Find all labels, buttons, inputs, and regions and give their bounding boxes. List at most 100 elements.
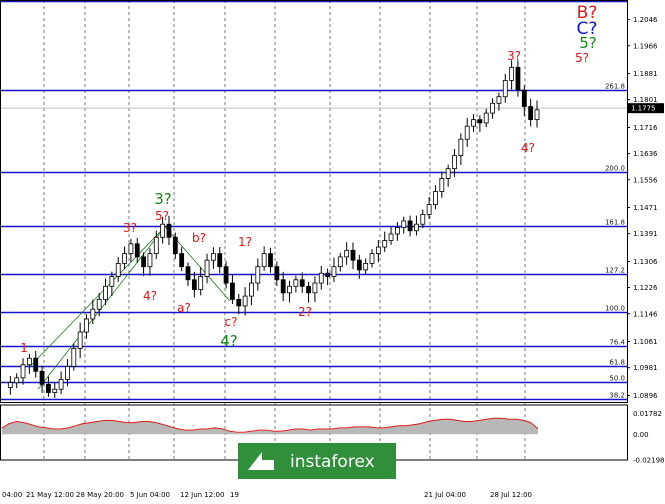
candle-body-40 <box>255 266 261 284</box>
candle-body-26 <box>166 223 172 238</box>
candle-body-1 <box>7 382 13 389</box>
candle-body-84 <box>534 109 540 121</box>
price-tick-12: 1.1061 <box>633 338 658 346</box>
fib-label-4: 127.2 <box>605 267 625 275</box>
candle-body-80 <box>509 66 515 81</box>
candle-body-18 <box>115 263 121 277</box>
osc-tick-1: 0.00 <box>633 431 649 439</box>
candle-body-82 <box>521 89 527 107</box>
wave-label-red-8: 2? <box>298 305 312 319</box>
wave-label-red-3: b? <box>192 231 206 245</box>
price-tick-6: 1.1556 <box>633 176 658 184</box>
candle-body-45 <box>287 285 292 294</box>
candle-body-50 <box>318 272 324 284</box>
candle-body-30 <box>191 279 197 290</box>
time-axis: 04:00 21 May 12:00 28 May 20:00 5 Jun 04:00… <box>2 491 532 499</box>
candle-body-60 <box>382 240 388 248</box>
candle-body-9 <box>58 379 64 390</box>
time-tick-0: 04:00 <box>2 491 22 499</box>
time-tick-5: 19 <box>230 491 239 499</box>
oscillator-signal-line <box>1 417 539 433</box>
candle-body-2 <box>14 377 20 384</box>
oscillator-histogram <box>2 417 538 435</box>
candle-body-7 <box>46 383 51 393</box>
candle-body-63 <box>401 220 407 228</box>
candle-body-76 <box>483 112 489 124</box>
candle-body-41 <box>261 253 267 268</box>
wave-label-red-0: 1 <box>20 341 28 355</box>
current-price-box <box>628 103 664 114</box>
fib-label-5: 100.0 <box>605 305 625 313</box>
wave-label-red-2: 5? <box>155 209 169 223</box>
time-tick-2: 28 May 20:00 <box>76 491 124 499</box>
candle-body-31 <box>198 276 204 290</box>
candle-body-20 <box>128 243 134 255</box>
candle-body-14 <box>90 308 96 320</box>
candle-body-77 <box>490 102 495 114</box>
osc-tick-0: 0.01782 <box>633 410 662 418</box>
candle-body-36 <box>230 282 235 300</box>
candle-body-17 <box>109 276 115 287</box>
candle-body-42 <box>268 253 273 268</box>
candle-body-22 <box>141 256 146 268</box>
candle-body-39 <box>249 282 254 297</box>
price-pane-frame <box>0 0 628 403</box>
wave-label-green-1: 4? <box>220 332 238 350</box>
wave-label-red-4: 4? <box>143 289 157 303</box>
wave-label-red-9: 3? <box>507 49 521 63</box>
candle-body-75 <box>477 119 483 124</box>
candle-body-49 <box>312 282 318 294</box>
vertical-grid <box>43 0 526 460</box>
candle-body-72 <box>458 138 464 156</box>
candle-body-27 <box>172 236 178 255</box>
candle-body-64 <box>407 220 413 232</box>
candle-body-46 <box>293 279 299 287</box>
price-tick-0: 1.2046 <box>633 16 658 24</box>
candle-body-55 <box>350 249 356 261</box>
price-tick-4: 1.1716 <box>633 124 658 132</box>
price-tick-14: 1.0896 <box>633 392 658 400</box>
wave-label-red-11: 5? <box>575 51 589 65</box>
candle-body-13 <box>84 318 89 333</box>
candle-body-11 <box>71 347 77 367</box>
candle-body-23 <box>147 253 153 268</box>
fib-label-1: 261.8 <box>605 83 625 91</box>
candle-body-10 <box>65 365 70 380</box>
candle-body-35 <box>223 266 229 284</box>
wave-label-red-5: a? <box>177 301 191 315</box>
arrow-logo-icon <box>248 452 274 470</box>
fibonacci-levels: 323.6261.8200.0161.8127.2100.076.461.850… <box>0 0 627 401</box>
wave-label-red-7: c? <box>225 315 238 329</box>
price-tick-9: 1.1306 <box>633 258 658 266</box>
candle-body-52 <box>331 266 337 277</box>
candle-body-51 <box>325 272 331 277</box>
price-axis: 1.2046 1.1966 1.1881 1.1801 1.1716 1.1636 1.15… <box>627 16 664 400</box>
time-tick-1: 21 May 12:00 <box>26 491 74 499</box>
candle-body-73 <box>464 125 470 140</box>
time-tick-8: 21 Jul 04:00 <box>424 491 466 499</box>
candle-body-29 <box>185 266 191 281</box>
wave-label-red-6: 1? <box>238 235 252 249</box>
price-tick-3: 1.1801 <box>633 96 658 104</box>
candle-body-47 <box>299 279 305 287</box>
candle-body-68 <box>433 191 438 205</box>
price-tick-13: 1.0981 <box>633 364 658 372</box>
candle-body-67 <box>426 204 432 215</box>
candle-body-58 <box>369 253 375 264</box>
wave-label-red-1: 3? <box>123 221 137 235</box>
wave-label-red-10: 4? <box>521 141 535 155</box>
candle-body-66 <box>420 213 426 225</box>
wave-label-green-2: 5? <box>579 34 597 52</box>
fib-label-6: 76.4 <box>609 339 625 347</box>
candle-body-53 <box>337 256 343 268</box>
watermark-text: instaforex <box>290 452 375 472</box>
candle-body-4 <box>26 357 32 366</box>
candle-body-71 <box>452 155 457 170</box>
candle-body-38 <box>242 295 248 307</box>
candle-body-25 <box>160 223 166 238</box>
candle-body-8 <box>52 388 58 393</box>
watermark: instaforex <box>238 443 396 479</box>
fib-label-8: 50.0 <box>609 375 625 383</box>
fib-label-3: 161.8 <box>605 219 625 227</box>
fib-label-7: 61.8 <box>609 359 625 367</box>
